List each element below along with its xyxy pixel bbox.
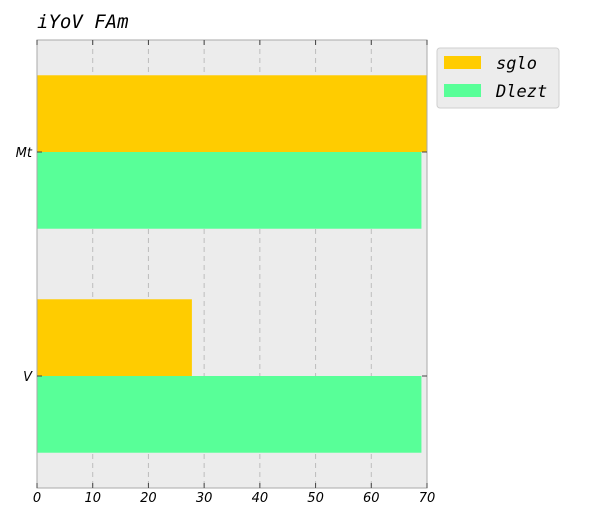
y-axis: Mt V bbox=[16, 146, 427, 385]
legend: sglo Dlezt bbox=[436, 47, 560, 109]
legend-label: sglo bbox=[496, 54, 537, 74]
x-tick-label: 60 bbox=[363, 491, 380, 506]
x-tick-label: 40 bbox=[252, 491, 269, 506]
x-tick-label: 20 bbox=[140, 491, 157, 506]
bar-sglo-Mt bbox=[37, 75, 427, 152]
plot-frame bbox=[36, 39, 428, 489]
x-tick-label: 50 bbox=[307, 491, 324, 506]
y-tick-label: V bbox=[23, 370, 33, 385]
legend-swatch-sglo bbox=[444, 56, 481, 69]
y-tick-label: Mt bbox=[16, 146, 33, 161]
legend-swatch-Dlezt bbox=[444, 84, 481, 97]
x-axis: 0 10 20 30 40 50 60 70 bbox=[33, 40, 435, 506]
bars bbox=[37, 75, 427, 453]
x-tick-label: 0 bbox=[33, 491, 41, 506]
x-tick-label: 70 bbox=[419, 491, 436, 506]
legend-label: Dlezt bbox=[495, 82, 547, 102]
x-tick-label: 30 bbox=[196, 491, 213, 506]
bar-sglo-V bbox=[37, 299, 192, 376]
x-tick-label: 10 bbox=[84, 491, 101, 506]
bar-Dlezt-Mt bbox=[37, 152, 422, 229]
bar-Dlezt-V bbox=[37, 376, 422, 453]
chart-title: iYoV FAm bbox=[37, 11, 129, 33]
